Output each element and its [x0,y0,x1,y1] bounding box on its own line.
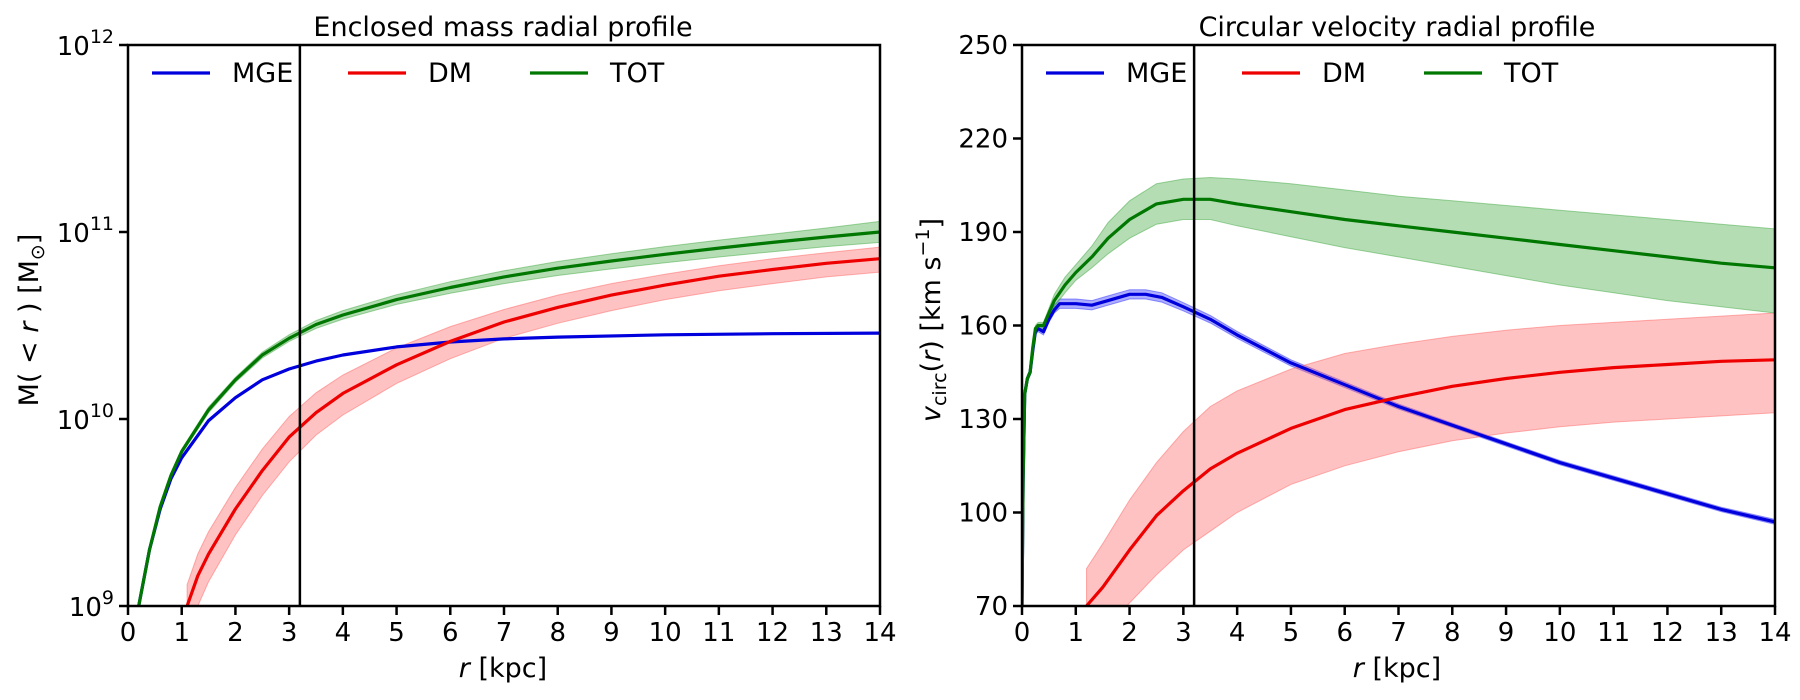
velocity-y-tick-label: 190 [958,218,1008,248]
mass-x-tick-label: 11 [702,618,735,648]
mass-x-tick-label: 2 [227,618,244,648]
velocity-panel-title: Circular velocity radial profile [1199,12,1596,43]
velocity-profile-panel: Circular velocity radial profile r [kpc]… [912,12,1792,684]
mass-x-tick-label: 12 [756,618,789,648]
velocity-tot-line [1022,197,1775,606]
velocity-x-tick-label: 3 [1175,618,1192,648]
velocity-y-tick-label: 100 [958,499,1008,529]
mass-dm-uncertainty-band [186,246,880,606]
velocity-x-tick-label: 1 [1068,618,1085,648]
mass-x-tick-label: 10 [649,618,682,648]
mass-x-tick-label: 13 [810,618,843,648]
mass-legend-entry-dm: DM [348,58,472,89]
mass-x-tick-label: 3 [281,618,298,648]
mass-legend-entry-mge: MGE [152,58,293,89]
velocity-x-tick-label: 0 [1014,618,1031,648]
legend-label: TOT [1503,58,1559,89]
velocity-x-tick-label: 6 [1336,618,1353,648]
legend-label: MGE [1126,58,1187,89]
mass-x-tick-label: 5 [388,618,405,648]
legend-label: DM [1322,58,1366,89]
velocity-dm-line [1085,358,1775,606]
mass-x-axis-label: r [kpc] [459,653,547,684]
velocity-y-tick-label: 160 [958,312,1008,342]
mass-panel-title: Enclosed mass radial profile [313,12,692,43]
mass-y-tick-label: 109 [69,587,114,623]
mass-x-tick-label: 7 [496,618,513,648]
velocity-y-tick-label: 220 [958,125,1008,155]
velocity-x-tick-label: 7 [1390,618,1407,648]
velocity-x-tick-label: 2 [1121,618,1138,648]
velocity-x-tick-label: 14 [1758,618,1791,648]
velocity-legend-entry-dm: DM [1242,58,1366,89]
mass-legend-entry-tot: TOT [530,58,665,89]
velocity-x-tick-label: 12 [1651,618,1684,648]
velocity-x-tick-label: 11 [1597,618,1630,648]
velocity-dm-uncertainty-band [1086,312,1775,606]
velocity-x-tick-label: 4 [1229,618,1246,648]
mass-y-axis-label: M( < r ) [M⊙] [14,234,49,407]
mass-y-tick-label: 1012 [57,26,114,62]
mass-x-tick-label: 1 [173,618,190,648]
velocity-x-axis-label: r [kpc] [1353,653,1441,684]
velocity-y-tick-label: 130 [958,405,1008,435]
velocity-y-tick-label: 250 [958,31,1008,61]
mass-x-tick-label: 8 [549,618,566,648]
mass-dm-line [185,257,880,606]
velocity-x-tick-label: 10 [1543,618,1576,648]
mass-y-tick-label: 1011 [57,213,114,249]
velocity-y-tick-label: 70 [975,592,1008,622]
legend-label: MGE [232,58,293,89]
velocity-plot-area [1022,176,1775,606]
mass-y-tick-label: 1010 [57,400,114,436]
velocity-x-tick-label: 8 [1444,618,1461,648]
velocity-legend-entry-mge: MGE [1046,58,1187,89]
mass-profile-panel: Enclosed mass radial profile r [kpc] M( … [14,12,897,684]
mass-x-tick-label: 14 [863,618,896,648]
mass-x-tick-label: 0 [120,618,137,648]
mass-tot-uncertainty-band [138,220,880,606]
velocity-y-axis-label: vcirc(r) [km s−1] [912,218,951,422]
mass-x-tick-label: 9 [603,618,620,648]
mass-x-tick-label: 6 [442,618,459,648]
legend-label: DM [428,58,472,89]
mass-plot-area [137,220,880,606]
mass-x-tick-label: 4 [335,618,352,648]
velocity-x-tick-label: 13 [1705,618,1738,648]
velocity-x-tick-label: 5 [1283,618,1300,648]
velocity-legend-entry-tot: TOT [1424,58,1559,89]
velocity-x-tick-label: 9 [1498,618,1515,648]
mass-tot-line [137,230,880,606]
velocity-mge-uncertainty-band [1022,289,1775,606]
legend-label: TOT [609,58,665,89]
